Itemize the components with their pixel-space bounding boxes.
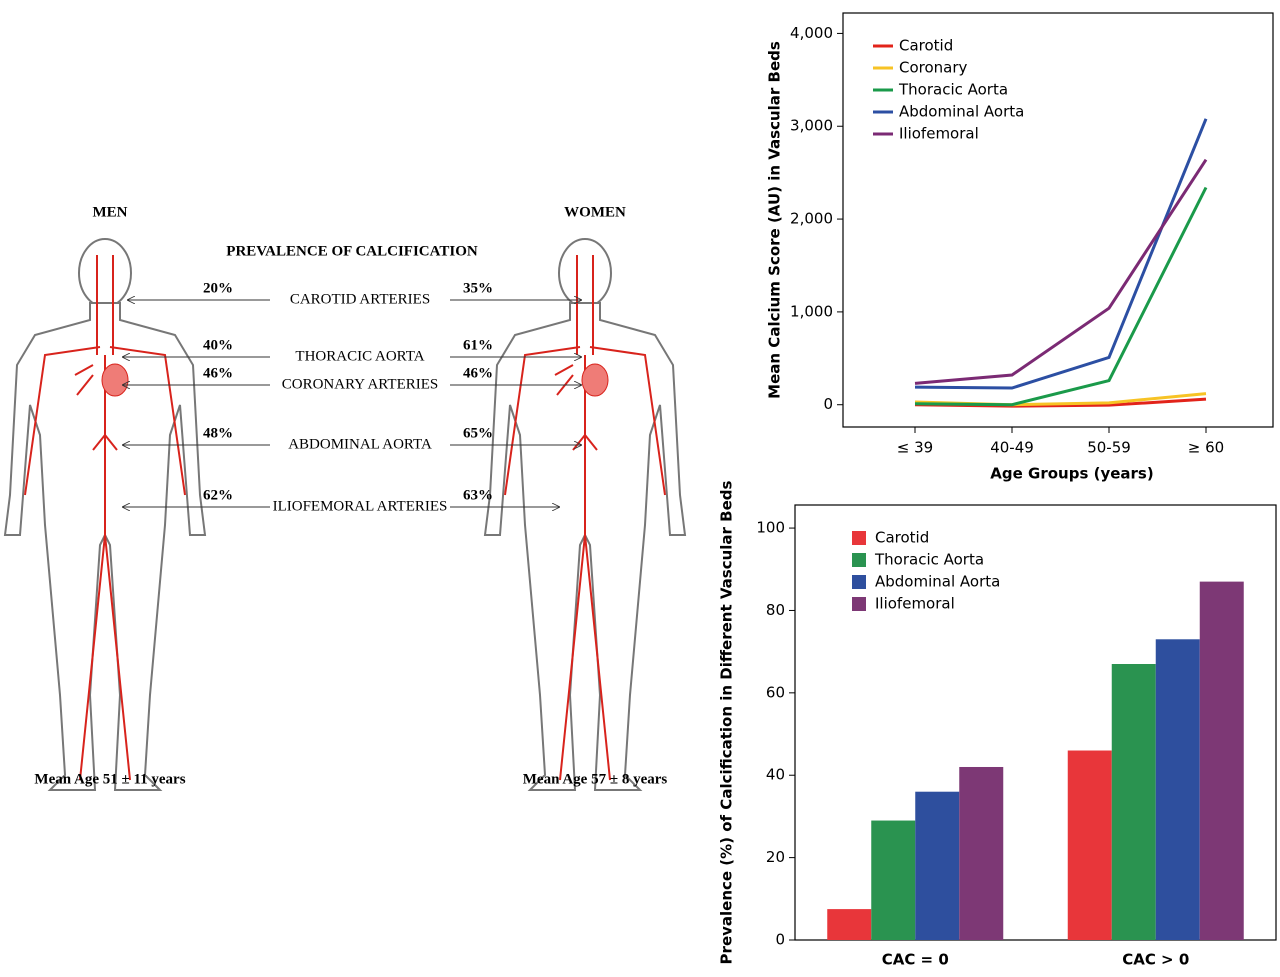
legend-swatch xyxy=(852,531,866,545)
women-percent: 65% xyxy=(463,425,493,441)
bar xyxy=(1068,751,1112,940)
series-line xyxy=(915,119,1206,388)
artery-label: CORONARY ARTERIES xyxy=(282,376,438,392)
legend-label: Iliofemoral xyxy=(875,595,955,613)
y-tick-label: 0 xyxy=(775,931,785,949)
legend-label: Thoracic Aorta xyxy=(874,551,984,569)
legend-swatch xyxy=(852,575,866,589)
y-tick-label: 4,000 xyxy=(790,24,833,42)
bar xyxy=(959,767,1003,940)
x-tick-label: 40-49 xyxy=(990,439,1034,457)
legend-swatch xyxy=(852,553,866,567)
legend-label: Coronary xyxy=(899,59,968,77)
artery-label: THORACIC AORTA xyxy=(295,348,424,364)
women-age: Mean Age 57 ± 8 years xyxy=(523,771,668,787)
figure: MEN WOMEN PREVALENCE OF CALCIFICATION Me… xyxy=(0,0,1280,977)
legend-label: Abdominal Aorta xyxy=(875,573,1000,591)
bar xyxy=(871,821,915,940)
artery-label: ILIOFEMORAL ARTERIES xyxy=(273,498,448,514)
y-tick-label: 20 xyxy=(766,848,785,866)
legend-label: Iliofemoral xyxy=(899,125,979,143)
men-percent: 40% xyxy=(203,337,233,353)
y-tick-label: 3,000 xyxy=(790,117,833,135)
legend-swatch xyxy=(852,597,866,611)
page: {"diagram": { "men_title": "MEN", "women… xyxy=(0,0,1280,977)
y-tick-label: 60 xyxy=(766,683,785,701)
men-age: Mean Age 51 ± 11 years xyxy=(34,771,185,787)
y-tick-label: 40 xyxy=(766,766,785,784)
men-percent: 62% xyxy=(203,487,233,503)
men-title: MEN xyxy=(93,204,128,220)
y-axis-label: Mean Calcium Score (AU) in Vascular Beds xyxy=(766,41,784,399)
x-axis-label: Age Groups (years) xyxy=(990,465,1153,483)
x-tick-label: CAC = 0 xyxy=(882,951,949,969)
legend-label: Thoracic Aorta xyxy=(898,81,1008,99)
y-tick-label: 2,000 xyxy=(790,210,833,228)
x-tick-label: CAC > 0 xyxy=(1122,951,1189,969)
bar xyxy=(1112,664,1156,940)
diagram-title: PREVALENCE OF CALCIFICATION xyxy=(226,243,478,259)
y-tick-label: 100 xyxy=(756,519,785,537)
x-tick-label: ≤ 39 xyxy=(897,439,933,457)
legend-label: Abdominal Aorta xyxy=(899,103,1024,121)
women-percent: 35% xyxy=(463,280,493,296)
legend-label: Carotid xyxy=(899,37,953,55)
artery-label: CAROTID ARTERIES xyxy=(290,291,430,307)
men-percent: 20% xyxy=(203,280,233,296)
y-axis-label: Prevalence (%) of Calcification in Diffe… xyxy=(718,480,736,964)
women-percent: 63% xyxy=(463,487,493,503)
women-silhouette xyxy=(485,239,685,790)
y-tick-label: 80 xyxy=(766,601,785,619)
x-tick-label: 50-59 xyxy=(1087,439,1131,457)
men-percent: 46% xyxy=(203,365,233,381)
artery-label: ABDOMINAL AORTA xyxy=(288,436,432,452)
bar xyxy=(1156,639,1200,940)
y-tick-label: 1,000 xyxy=(790,302,833,320)
bar xyxy=(915,792,959,940)
men-percent: 48% xyxy=(203,425,233,441)
women-percent: 46% xyxy=(463,365,493,381)
legend-label: Carotid xyxy=(875,529,929,547)
men-silhouette xyxy=(5,239,205,790)
women-percent: 61% xyxy=(463,337,493,353)
bar xyxy=(1200,582,1244,940)
bar xyxy=(827,909,871,940)
y-tick-label: 0 xyxy=(823,395,833,413)
x-tick-label: ≥ 60 xyxy=(1188,439,1224,457)
women-title: WOMEN xyxy=(564,204,626,220)
